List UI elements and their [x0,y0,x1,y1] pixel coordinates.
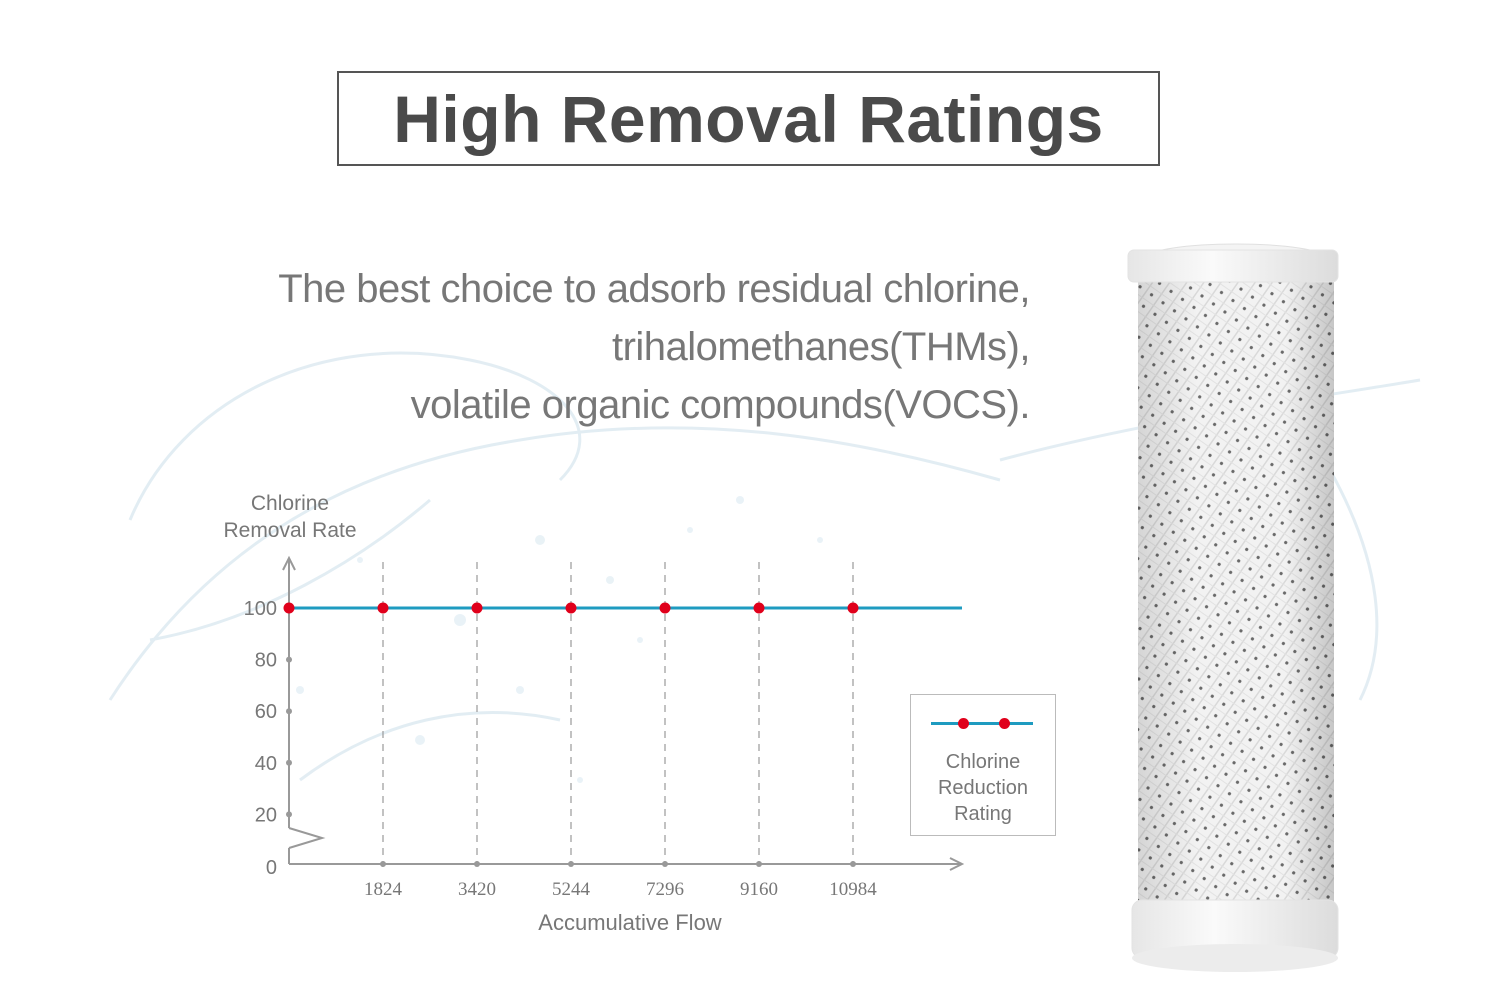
data-point [377,602,389,614]
legend-label-line: Chlorine [945,751,1021,773]
y-tick-label: 0 [266,857,277,879]
page-title: High Removal Ratings [393,81,1104,156]
y-tick-label: 100 [244,598,277,620]
x-tick-mark [568,861,574,867]
x-tick-mark [474,861,480,867]
legend-label-line: Rating [954,803,1012,825]
y-tick-label: 20 [255,804,277,826]
y-tick-mark [286,811,292,818]
data-point [847,602,859,614]
x-tick-label: 10984 [829,879,877,900]
y-axis-label-line: Removal Rate [223,519,357,542]
y-tick-label: 60 [255,701,277,723]
data-point [565,602,577,614]
legend-label-line: Reduction [937,777,1029,799]
x-tick-mark [662,861,668,867]
y-tick-mark [286,708,292,715]
chart-legend: Chlorine Reduction Rating [910,694,1056,836]
subtitle-line: volatile organic compounds(VOCS). [410,383,1031,427]
data-point [753,602,765,614]
legend-label: Chlorine Reduction Rating [911,749,1055,827]
x-tick-mark [756,861,762,867]
data-point [471,602,483,614]
filter-cartridge-image [1127,243,1339,972]
title-box: High Removal Ratings [337,71,1160,166]
subtitle-line: trihalomethanes(THMs), [611,325,1031,369]
y-tick-label: 80 [255,650,277,672]
x-axis-arrow [949,857,965,871]
y-tick-mark [286,759,292,766]
y-tick-mark [286,656,292,663]
x-axis-label: Accumulative Flow [538,910,722,935]
x-tick-label: 9160 [740,879,778,900]
data-point [283,602,295,614]
y-axis-break [288,827,326,849]
subtitle: The best choice to adsorb residual chlor… [150,260,1030,434]
x-tick-label: 1824 [364,879,403,900]
y-tick-label: 40 [255,753,277,775]
legend-line-swatch [931,722,1033,725]
x-tick-label: 7296 [646,879,684,900]
x-tick-mark [380,861,386,867]
x-tick-label: 5244 [552,879,591,900]
y-axis-arrow [282,555,296,571]
y-axis-label: Chlorine Removal Rate [200,490,380,544]
x-tick-mark [850,861,856,867]
data-point [659,602,671,614]
subtitle-line: The best choice to adsorb residual chlor… [278,267,1030,311]
legend-marker [958,718,969,729]
y-axis-label-line: Chlorine [250,492,330,515]
x-tick-label: 3420 [458,879,496,900]
legend-marker [999,718,1010,729]
